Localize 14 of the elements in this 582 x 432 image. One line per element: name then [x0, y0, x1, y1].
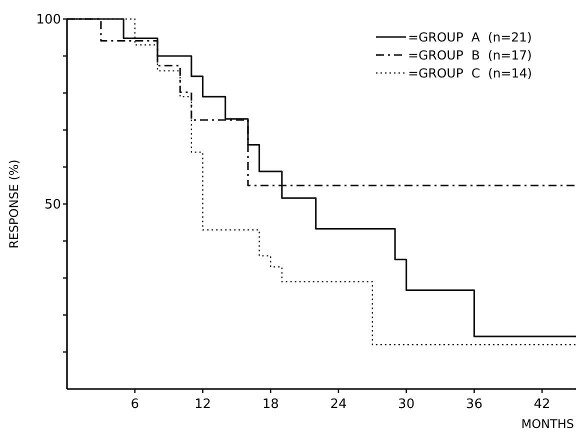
y-tick-label: 100 — [36, 12, 61, 28]
x-tick-label: 24 — [330, 397, 347, 412]
legend-label: =GROUP A (n=21) — [408, 29, 532, 44]
x-tick-label: 6 — [130, 397, 140, 412]
y-tick-label: 50 — [44, 198, 61, 213]
y-axis-title: RESPONSE (%) — [7, 160, 21, 248]
x-tick-label: 42 — [534, 397, 550, 412]
x-axis-title: MONTHS — [521, 417, 574, 431]
legend-label: =GROUP B (n=17) — [408, 47, 532, 62]
x-tick-label: 12 — [194, 397, 212, 412]
x-tick-label: 36 — [466, 397, 482, 412]
x-tick-label: 18 — [262, 397, 279, 412]
x-tick-label: 30 — [398, 397, 415, 412]
legend-label: =GROUP C (n=14) — [408, 65, 532, 80]
